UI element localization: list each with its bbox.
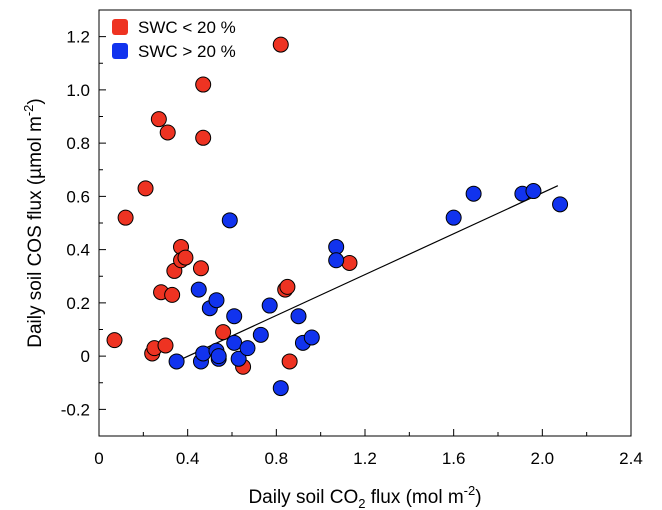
point-high-swc — [226, 334, 243, 351]
point-high-swc — [221, 212, 238, 229]
legend-swatch — [112, 43, 128, 59]
point-low-swc — [106, 332, 123, 349]
point-high-swc — [190, 281, 207, 298]
point-high-swc — [303, 329, 320, 346]
x-tick-label: 0 — [94, 449, 103, 468]
point-high-swc — [272, 380, 289, 397]
point-high-swc — [252, 326, 269, 343]
point-low-swc — [195, 129, 212, 146]
point-low-swc — [195, 76, 212, 93]
y-axis-title: Daily soil COS flux (µmol m-2) — [21, 98, 46, 347]
point-low-swc — [157, 337, 174, 354]
point-high-swc — [230, 350, 247, 367]
legend: SWC < 20 % SWC > 20 % — [112, 18, 236, 61]
point-high-swc — [168, 353, 185, 370]
legend-label: SWC > 20 % — [138, 42, 236, 61]
y-tick-label: 0.2 — [66, 294, 90, 313]
point-high-swc — [445, 209, 462, 226]
y-tick-label: 1.0 — [66, 81, 90, 100]
point-high-swc — [195, 345, 212, 362]
fit-line-group — [176, 185, 559, 362]
x-tick-label: 2.0 — [531, 449, 555, 468]
point-low-swc — [177, 249, 194, 266]
legend-swatch — [112, 19, 128, 35]
point-low-swc — [281, 353, 298, 370]
plot-frame — [98, 9, 632, 437]
y-tick-label: 0.6 — [66, 187, 90, 206]
point-high-swc — [465, 185, 482, 202]
axes: 0 0.4 0.8 1.2 1.6 2.0 2.4 -0.2 0 0.2 0.4 0.6 0.8 1.0 1… — [61, 9, 643, 468]
point-high-swc — [552, 196, 569, 213]
point-high-swc — [210, 348, 227, 365]
point-low-swc — [137, 180, 154, 197]
y-tick-label: -0.2 — [61, 400, 90, 419]
point-low-swc — [159, 124, 176, 141]
point-high-swc — [290, 308, 307, 325]
point-high-swc — [261, 297, 278, 314]
y-tick-label: 0 — [81, 347, 90, 366]
point-high-swc — [328, 238, 345, 255]
y-tick-label: 0.8 — [66, 134, 90, 153]
x-tick-label: 1.6 — [442, 449, 466, 468]
point-low-swc — [279, 278, 296, 295]
point-low-swc — [272, 36, 289, 53]
point-high-swc — [525, 183, 542, 200]
point-low-swc — [164, 286, 181, 303]
y-tick-label: 0.4 — [66, 241, 90, 260]
legend-label: SWC < 20 % — [138, 18, 236, 37]
point-high-swc — [328, 252, 345, 269]
y-tick-label: 1.2 — [66, 28, 90, 47]
x-axis-title: Daily soil CO2 flux (mol m-2) — [248, 483, 481, 510]
point-high-swc — [226, 308, 243, 325]
point-low-swc — [192, 260, 209, 277]
x-tick-label: 0.4 — [176, 449, 200, 468]
point-low-swc — [117, 209, 134, 226]
regression-line — [176, 185, 559, 362]
x-tick-label: 0.8 — [265, 449, 289, 468]
point-low-swc — [150, 111, 167, 128]
point-low-swc — [215, 324, 232, 341]
point-low-swc — [341, 254, 358, 271]
point-high-swc — [239, 340, 256, 357]
point-high-swc — [208, 292, 225, 309]
x-tick-label: 2.4 — [619, 449, 643, 468]
x-tick-label: 1.2 — [353, 449, 377, 468]
data-points — [106, 36, 569, 397]
